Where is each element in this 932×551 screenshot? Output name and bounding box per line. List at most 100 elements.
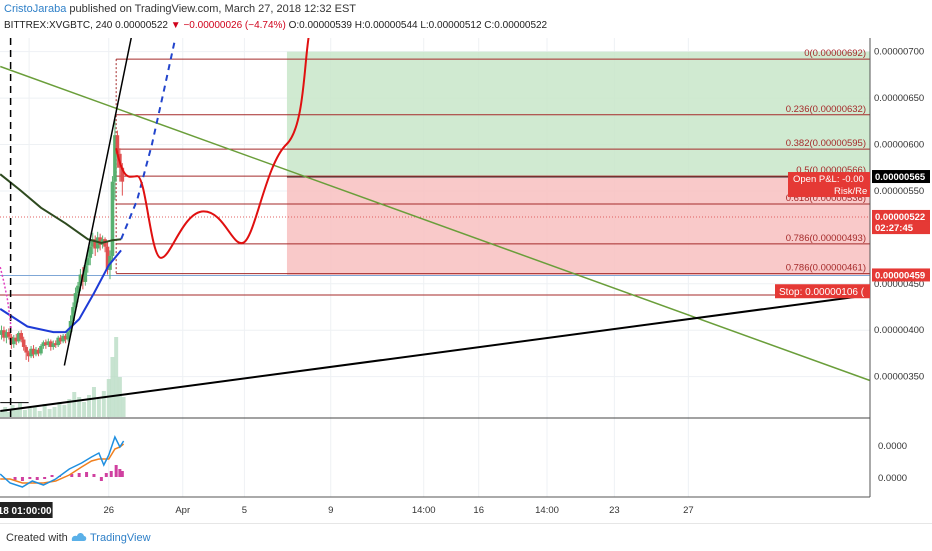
candle-body (4, 332, 9, 338)
volume-bar (27, 408, 32, 417)
projection-red-curve[interactable] (115, 24, 311, 259)
published-text: published on TradingView.com, March 27, … (69, 3, 357, 15)
candle-body (12, 337, 16, 345)
moving-average-dark[interactable] (0, 173, 122, 245)
time-tick-label: 16 (473, 505, 484, 516)
volume-bar (72, 392, 77, 417)
volume-bar (77, 397, 82, 417)
price-tag-box (872, 209, 930, 223)
candle-body (31, 348, 36, 355)
crosshair-time-label: 2018-03-18 01:00:00 (0, 506, 52, 517)
price-axis[interactable]: 0.00000700 0.00000650 0.00000600 0.00000550… (874, 47, 924, 383)
candle-body (14, 337, 19, 342)
volume-bar (42, 404, 47, 417)
volume-bar (6, 412, 11, 417)
volume-bar (37, 411, 42, 417)
candle-body (53, 343, 58, 346)
descending-trendline[interactable] (0, 65, 870, 382)
volume-bar (87, 395, 92, 417)
steep-trendline[interactable] (63, 33, 132, 366)
volume-bar (67, 399, 72, 417)
volume-bar (121, 397, 126, 417)
price-tick-label: 0.00000450 (874, 279, 924, 290)
fibonacci-retracement[interactable] (0, 58, 870, 296)
time-tick-label: 26 (103, 505, 114, 516)
candle-body (66, 332, 70, 340)
macd-histogram-bar (77, 473, 81, 477)
candle-body (34, 349, 38, 355)
indicator-axis: 0.0000 0.0000 (878, 441, 907, 484)
price-tick-label: 0.00000650 (874, 93, 924, 104)
projection-blue-dashed[interactable] (120, 38, 177, 240)
fib-level-label: 0(0.00000692) (804, 48, 866, 59)
change-down-icon: ▼ (170, 20, 181, 31)
candle-body (90, 239, 95, 247)
trendlines-and-averages[interactable] (0, 24, 870, 497)
candle-body (71, 307, 75, 321)
candle-body (36, 349, 41, 354)
volume-bar (32, 406, 37, 417)
price-tick-label: 0.00000700 (874, 47, 924, 58)
candle-body (41, 342, 46, 347)
fibonacci-labels: 0(0.00000692) 0.236(0.00000632) 0.382(0.00… (786, 48, 866, 274)
candle-body (63, 335, 68, 340)
macd-histogram-bar (50, 475, 54, 477)
price-tag-text: 0.00000565 (875, 172, 926, 183)
fib-level-label: 0.618(0.00000536) (786, 193, 866, 204)
candle-body (78, 274, 83, 286)
tradingview-brand[interactable]: TradingView (90, 532, 151, 544)
candle-body (44, 342, 48, 346)
macd-histogram-bar (92, 474, 96, 477)
risk-reward-label: Risk/Re (834, 186, 867, 197)
tradingview-logo-icon[interactable] (70, 530, 88, 547)
candle-body (49, 341, 53, 347)
loss-zone[interactable] (286, 177, 870, 276)
volume-bar (52, 407, 57, 417)
volume-bars (0, 337, 126, 417)
fib-level-label: 0.5(0.00000566) (796, 165, 866, 176)
price-tick-label: 0.00000350 (874, 372, 924, 383)
candle-body (88, 246, 93, 258)
volume-bar (101, 391, 106, 417)
symbol-label[interactable]: BITTREX:XVGBTC, 240 (4, 20, 113, 31)
candle-body (39, 346, 43, 354)
candle-body (105, 246, 110, 270)
volume-bar (82, 402, 87, 417)
candle-body (7, 332, 11, 337)
ascending-trendline[interactable] (0, 293, 870, 413)
indicator-tick-label: 0.0000 (878, 473, 907, 484)
author-name[interactable]: CristoJaraba (4, 3, 67, 15)
position-zones (0, 51, 870, 276)
candle-body (61, 335, 65, 342)
volume-bar (10, 405, 15, 417)
price-tag-box (872, 268, 930, 282)
open-pl-label: Open P&L: -0.00 (793, 174, 864, 185)
crosshair-time-box (0, 502, 53, 518)
moving-average-blue[interactable] (0, 249, 122, 334)
volume-bar (91, 387, 96, 417)
candle-body (73, 293, 78, 308)
footer: Created with TradingView (0, 523, 932, 551)
volume-bar (96, 399, 101, 417)
time-tick-label: Apr (175, 505, 190, 516)
volume-bar (47, 409, 52, 417)
candle-body (76, 285, 80, 294)
volume-bar (114, 337, 119, 417)
macd-histogram-bar (20, 477, 24, 481)
candle-body (120, 167, 125, 182)
price-tick-label: 0.00000600 (874, 140, 924, 151)
time-tick-label: 14:00 (535, 505, 559, 516)
volume-bar (62, 405, 67, 417)
volume-bar (17, 403, 22, 417)
price-chart[interactable]: 0(0.00000692) 0.236(0.00000632) 0.382(0.00… (0, 0, 932, 523)
volume-bar (3, 407, 8, 417)
macd-histogram-bar (109, 471, 113, 477)
stop-label: Stop: 0.00000106 ( (779, 287, 865, 298)
candle-body (19, 333, 24, 340)
candle-body (56, 337, 61, 346)
macd-histogram-bar (70, 474, 74, 477)
volume-bar (106, 379, 111, 417)
fib-level-label: 0.382(0.00000595) (786, 138, 866, 149)
